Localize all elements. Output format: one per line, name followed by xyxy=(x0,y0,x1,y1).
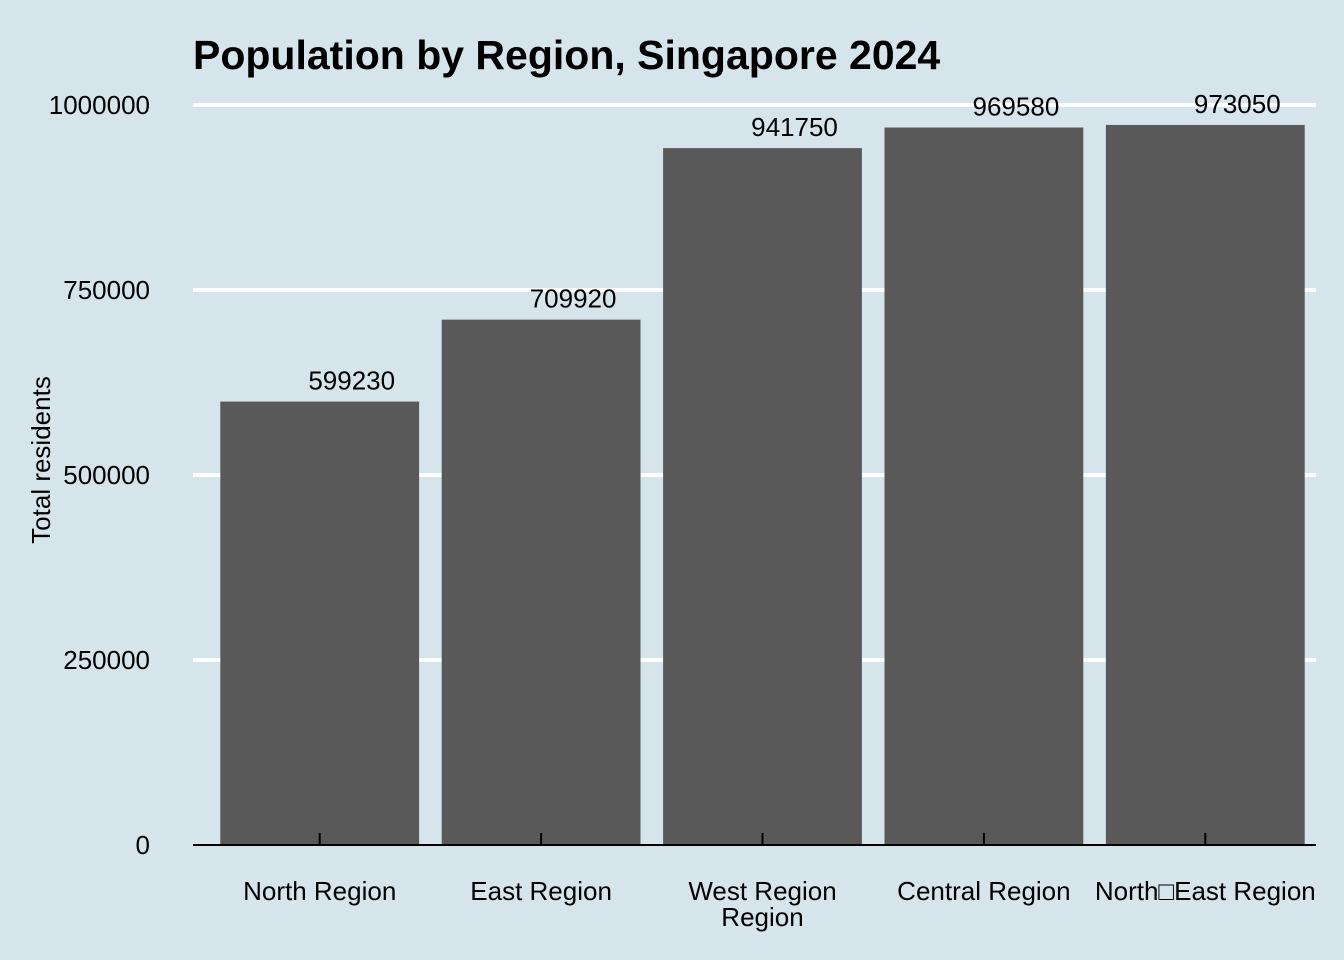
bar xyxy=(663,148,862,846)
y-tick-label: 0 xyxy=(136,830,150,860)
x-tick-label: East Region xyxy=(470,876,612,906)
data-label: 969580 xyxy=(973,92,1060,122)
y-tick-label: 500000 xyxy=(63,460,150,490)
data-label: 973050 xyxy=(1194,89,1281,119)
y-tick-labels: 0 250000 500000 750000 1000000 xyxy=(49,90,150,860)
x-tick-label: Region xyxy=(721,902,803,932)
bars xyxy=(220,124,1305,846)
y-axis-label: Total residents xyxy=(26,376,56,544)
x-axis xyxy=(193,833,1316,846)
data-labels: 599230 709920 941750 969580 973050 xyxy=(308,89,1280,396)
data-label: 941750 xyxy=(751,112,838,142)
x-tick-label: North□East Region xyxy=(1095,876,1316,906)
data-label: 709920 xyxy=(530,284,617,314)
y-tick-label: 1000000 xyxy=(49,90,150,120)
x-tick-label: Central Region xyxy=(897,876,1070,906)
data-label: 599230 xyxy=(308,366,395,396)
x-tick-labels: North Region East Region West RegionRegion… xyxy=(243,876,1316,932)
bar xyxy=(220,401,420,845)
y-tick-label: 250000 xyxy=(63,645,150,675)
bar xyxy=(441,319,641,846)
chart-title: Population by Region, Singapore 2024 xyxy=(193,32,940,78)
y-tick-label: 750000 xyxy=(63,275,150,305)
x-tick-label: North Region xyxy=(243,876,396,906)
bar xyxy=(1105,124,1305,846)
bar xyxy=(884,127,1084,845)
x-tick-label: West Region xyxy=(688,876,836,906)
